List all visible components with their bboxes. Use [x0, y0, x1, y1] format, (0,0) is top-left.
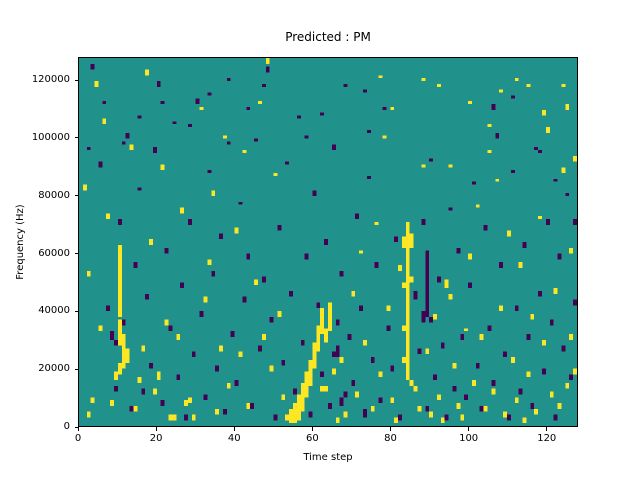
x-tick-label: 100	[459, 433, 479, 444]
y-tick-label: 40000	[38, 305, 70, 317]
x-tick-label: 60	[306, 433, 319, 444]
x-tick-label: 80	[384, 433, 397, 444]
y-tick-mark	[74, 426, 78, 428]
x-tick-label: 0	[74, 433, 82, 444]
y-tick-mark	[74, 253, 78, 255]
x-tick-mark	[311, 427, 313, 431]
x-tick-mark	[233, 427, 235, 431]
y-tick-label: 20000	[38, 363, 70, 375]
x-tick-label: 120	[537, 433, 557, 444]
y-tick-label: 0	[63, 421, 70, 432]
x-tick-mark	[546, 427, 548, 431]
x-tick-mark	[155, 427, 157, 431]
x-tick-mark	[77, 427, 79, 431]
chart-title: Predicted : PM	[285, 30, 371, 44]
y-tick-mark	[74, 310, 78, 312]
x-tick-mark	[468, 427, 470, 431]
y-tick-label: 60000	[38, 247, 70, 259]
x-tick-label: 20	[149, 433, 163, 444]
heatmap-image	[79, 58, 577, 426]
y-tick-label: 80000	[38, 189, 70, 201]
y-tick-label: 100000	[31, 131, 70, 143]
y-tick-mark	[74, 137, 78, 139]
x-tick-label: 40	[227, 433, 241, 444]
y-tick-label: 120000	[31, 74, 70, 86]
y-axis-label: Frequency (Hz)	[15, 204, 26, 280]
heatmap-plot-area	[78, 57, 578, 427]
x-tick-mark	[390, 427, 391, 431]
y-tick-mark	[74, 195, 78, 197]
x-axis-label: Time step	[303, 452, 353, 463]
y-tick-mark	[74, 368, 78, 370]
y-tick-mark	[74, 79, 78, 81]
